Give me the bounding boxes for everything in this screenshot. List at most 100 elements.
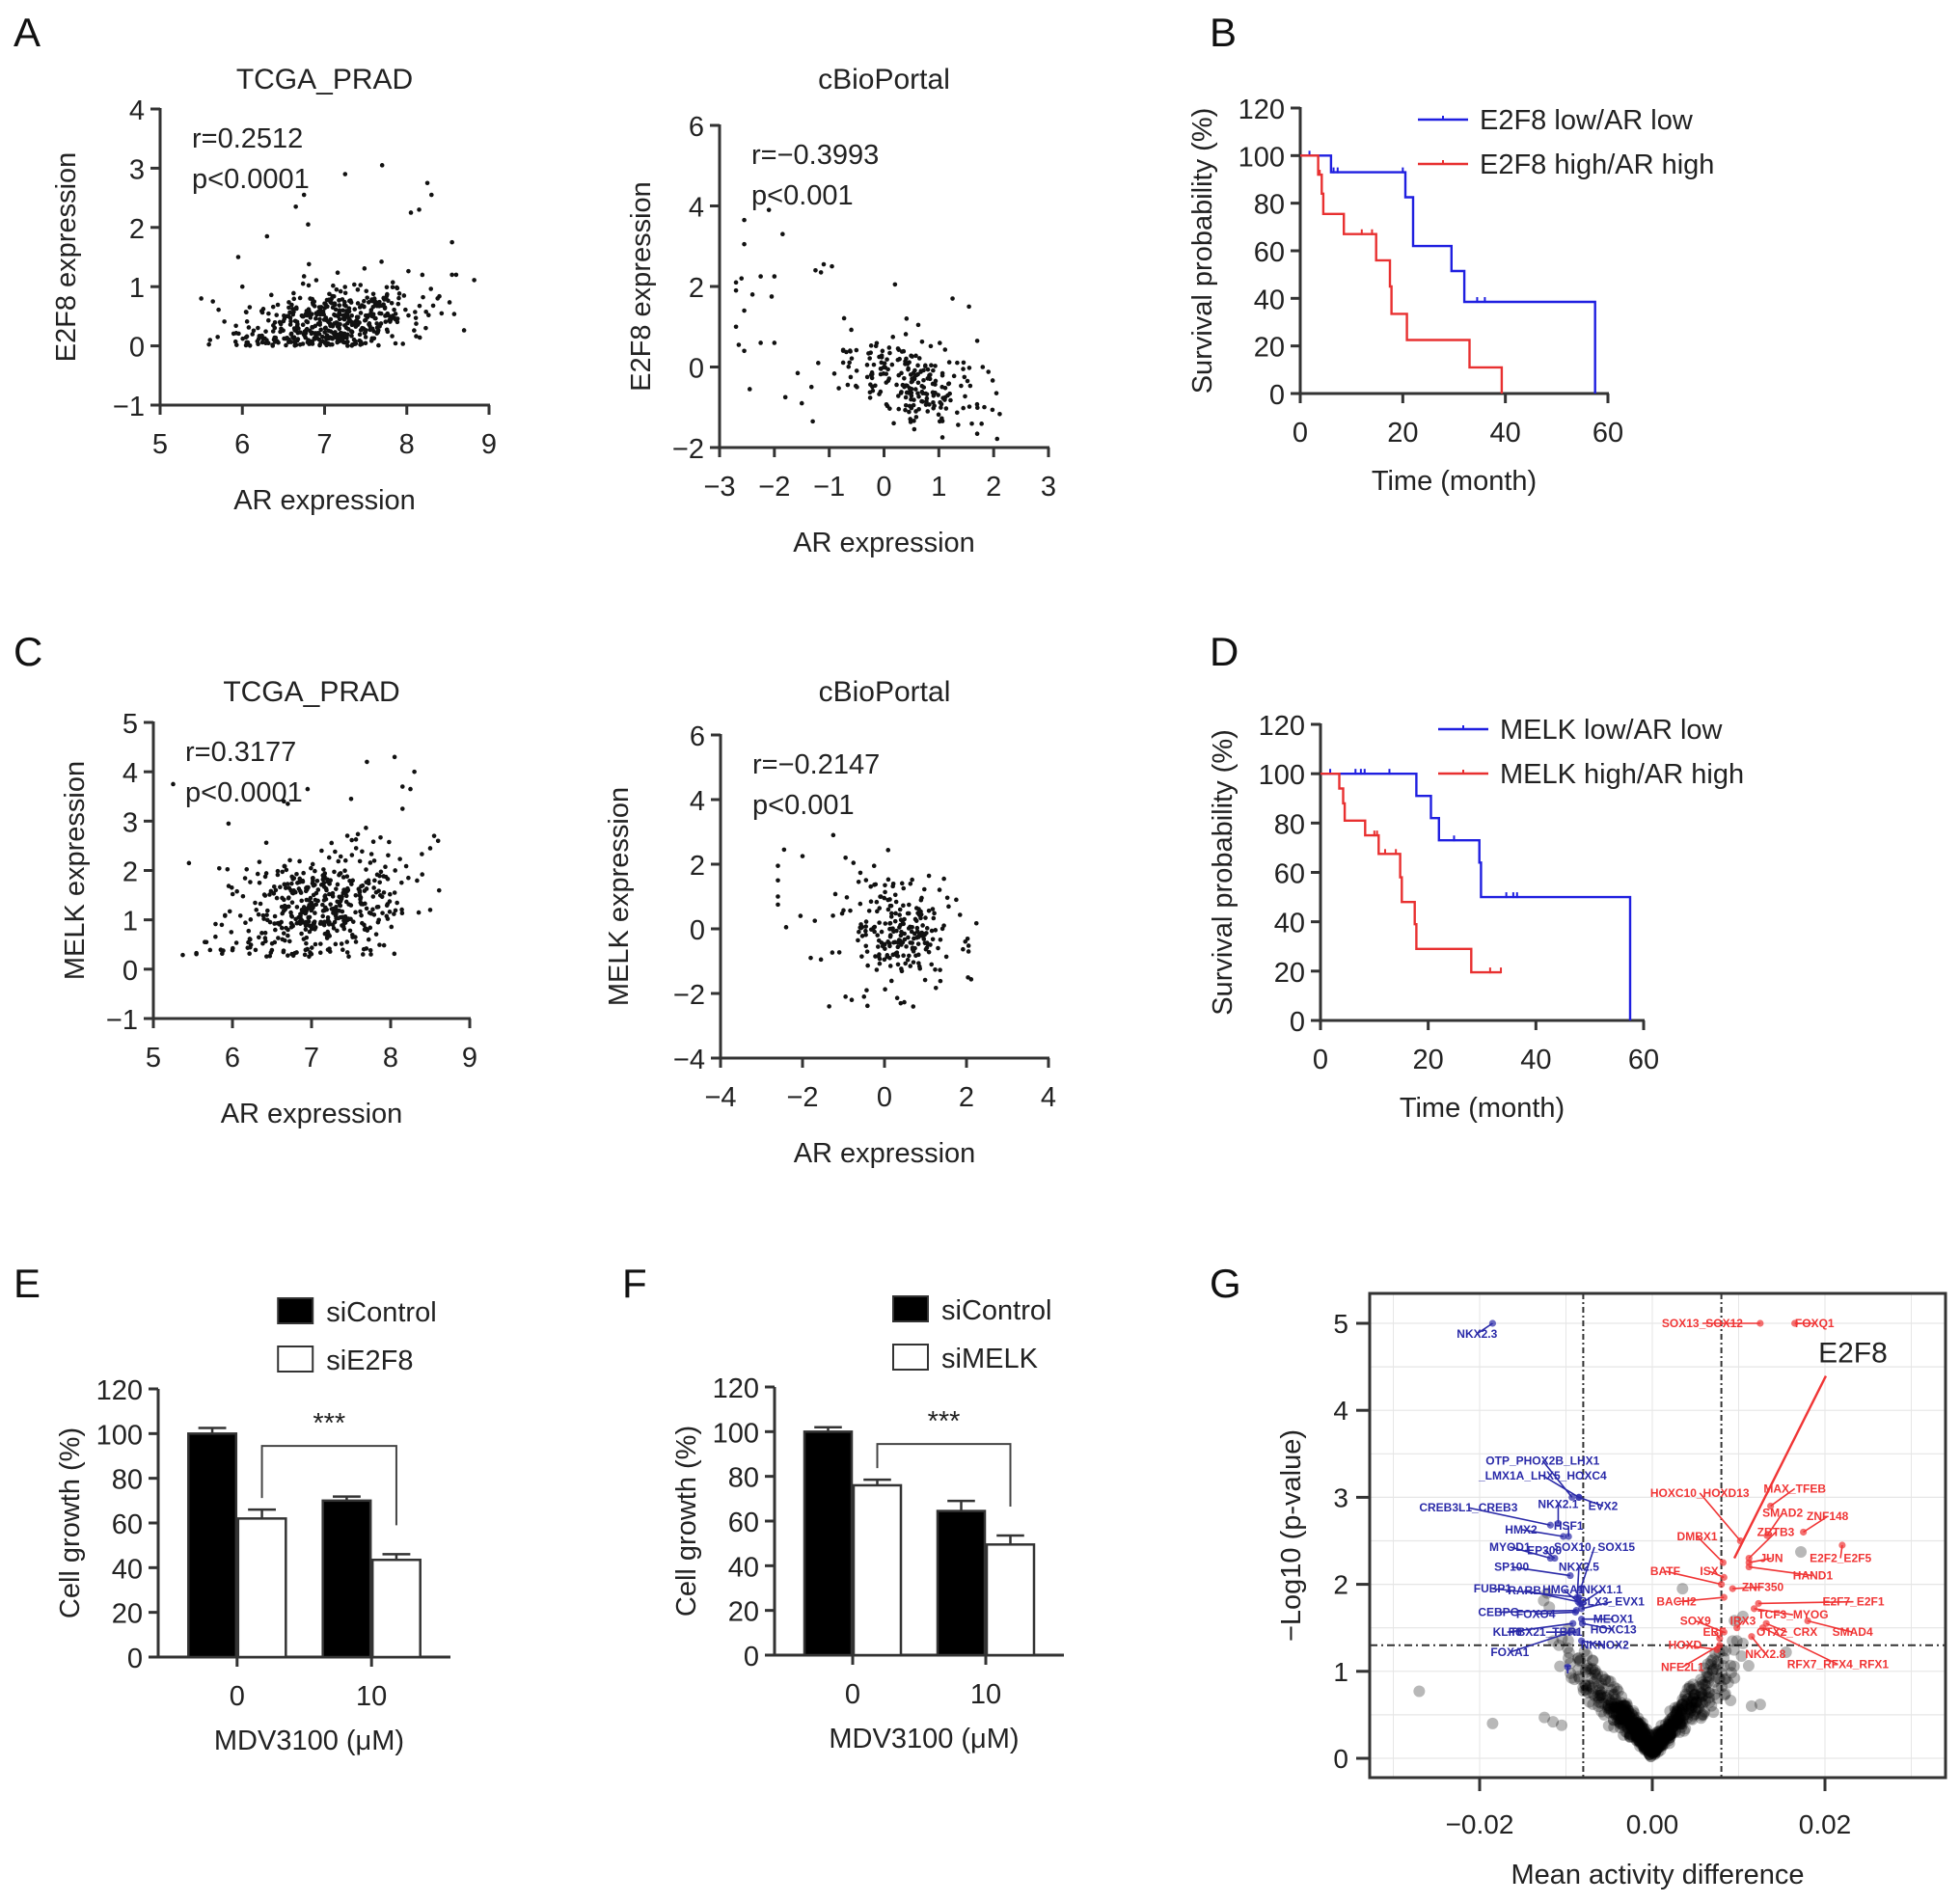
scatter-point bbox=[366, 878, 371, 884]
ns-point bbox=[1594, 1686, 1607, 1699]
ns-point bbox=[1677, 1695, 1690, 1707]
ns-point bbox=[1626, 1709, 1639, 1722]
ns-point bbox=[1697, 1678, 1709, 1691]
scatter-point bbox=[364, 288, 369, 294]
scatter-point bbox=[885, 848, 891, 853]
significant-point bbox=[1716, 1634, 1724, 1643]
scatter-point bbox=[864, 374, 870, 380]
gene-label: OTP_PHOX2B_LHX1 bbox=[1485, 1454, 1599, 1468]
significance-bracket bbox=[876, 1443, 1012, 1508]
ns-point bbox=[1613, 1700, 1625, 1713]
y-axis-label: −Log10 (p-value) bbox=[1276, 1429, 1307, 1642]
scatter-point bbox=[378, 834, 383, 840]
label-leader-line bbox=[1665, 1570, 1722, 1586]
scatter-point bbox=[878, 389, 884, 394]
gene-label: NKX2.3 bbox=[1456, 1327, 1497, 1341]
ns-point bbox=[1603, 1702, 1616, 1715]
scatter-point bbox=[374, 303, 380, 309]
scatter-point bbox=[330, 922, 336, 928]
ns-point bbox=[1592, 1668, 1604, 1680]
label-leader-line bbox=[1765, 1622, 1787, 1633]
scatter-point bbox=[399, 880, 404, 885]
scatter-point bbox=[403, 307, 408, 313]
ns-point bbox=[1696, 1676, 1708, 1689]
survival-curve-low bbox=[1300, 154, 1596, 394]
scatter-point bbox=[892, 892, 898, 898]
scatter-point bbox=[872, 929, 877, 935]
y-tick-label: 5 bbox=[122, 709, 138, 740]
scatter-point bbox=[376, 917, 382, 923]
scatter-point bbox=[366, 937, 371, 942]
scatter-point bbox=[310, 300, 315, 306]
scatter-point bbox=[371, 912, 377, 917]
scatter-point bbox=[282, 903, 287, 909]
scatter-point bbox=[980, 365, 986, 369]
ns-point bbox=[1655, 1726, 1668, 1738]
y-tick-label: −2 bbox=[673, 980, 705, 1011]
scatter-point bbox=[388, 317, 394, 323]
scatter-point bbox=[340, 947, 345, 953]
gene-label: FUBP1 bbox=[1474, 1582, 1512, 1595]
label-leader-line bbox=[1536, 1611, 1576, 1616]
scatter-point bbox=[918, 897, 924, 903]
scatter-point bbox=[353, 846, 359, 851]
survival-curve-high bbox=[1320, 773, 1501, 974]
gene-label: OTX2_CRX bbox=[1756, 1625, 1817, 1639]
scatter-point bbox=[359, 902, 364, 907]
y-tick-label: 2 bbox=[689, 273, 704, 304]
label-leader-line bbox=[1754, 1608, 1794, 1616]
scatter-point bbox=[375, 328, 381, 333]
x-tick-label: −2 bbox=[786, 1082, 818, 1113]
scatter-point bbox=[256, 325, 260, 331]
y-tick-label: 3 bbox=[1333, 1482, 1348, 1512]
ns-point bbox=[1712, 1682, 1725, 1695]
scatter-point bbox=[830, 950, 835, 955]
ns-point bbox=[1654, 1727, 1667, 1740]
ns-point bbox=[1636, 1721, 1648, 1733]
scatter-point bbox=[783, 925, 789, 930]
scatter-point bbox=[265, 908, 270, 913]
ns-point bbox=[1679, 1723, 1692, 1735]
ns-point bbox=[1595, 1677, 1608, 1690]
scatter-point bbox=[858, 925, 863, 931]
x-tick-label: 1 bbox=[931, 472, 946, 503]
scatter-point bbox=[273, 335, 279, 340]
ns-point bbox=[1675, 1717, 1688, 1729]
ns-point bbox=[1582, 1687, 1594, 1699]
scatter-point bbox=[393, 312, 398, 316]
ns-point bbox=[1670, 1717, 1682, 1729]
ns-point bbox=[1643, 1728, 1655, 1741]
significant-point bbox=[1551, 1554, 1559, 1563]
scatter-point bbox=[250, 332, 256, 337]
panel-letter-f: F bbox=[622, 1261, 647, 1306]
scatter-point bbox=[382, 297, 387, 302]
scatter-point bbox=[392, 307, 396, 313]
scatter-point bbox=[925, 409, 931, 414]
ns-point bbox=[1620, 1714, 1632, 1726]
scatter-point bbox=[883, 883, 887, 888]
ns-point bbox=[1625, 1713, 1638, 1726]
x-tick-label: 9 bbox=[462, 1043, 477, 1074]
scatter-point bbox=[385, 916, 391, 921]
scatter-point bbox=[275, 868, 281, 874]
scatter-point bbox=[317, 950, 323, 955]
ns-point bbox=[1646, 1738, 1658, 1751]
scatter-point bbox=[286, 337, 291, 342]
ns-point bbox=[1685, 1696, 1698, 1708]
ns-point bbox=[1636, 1717, 1648, 1729]
significance-stars: *** bbox=[313, 1408, 345, 1439]
ns-point bbox=[1632, 1722, 1645, 1734]
scatter-point bbox=[904, 316, 910, 321]
gene-label: TBX21_TBR1 bbox=[1510, 1625, 1583, 1639]
scatter-point bbox=[447, 300, 452, 305]
bar-sicontrol-10 bbox=[936, 1509, 987, 1657]
scatter-point bbox=[186, 860, 192, 866]
ns-point bbox=[1635, 1722, 1647, 1734]
ns-point bbox=[1653, 1737, 1666, 1750]
chart-title: TCGA_PRAD bbox=[223, 676, 399, 708]
ns-point bbox=[1676, 1699, 1689, 1711]
ns-point bbox=[1647, 1744, 1660, 1756]
scatter-point bbox=[883, 941, 887, 947]
scatter-point bbox=[930, 937, 936, 942]
scatter-point bbox=[956, 422, 961, 427]
